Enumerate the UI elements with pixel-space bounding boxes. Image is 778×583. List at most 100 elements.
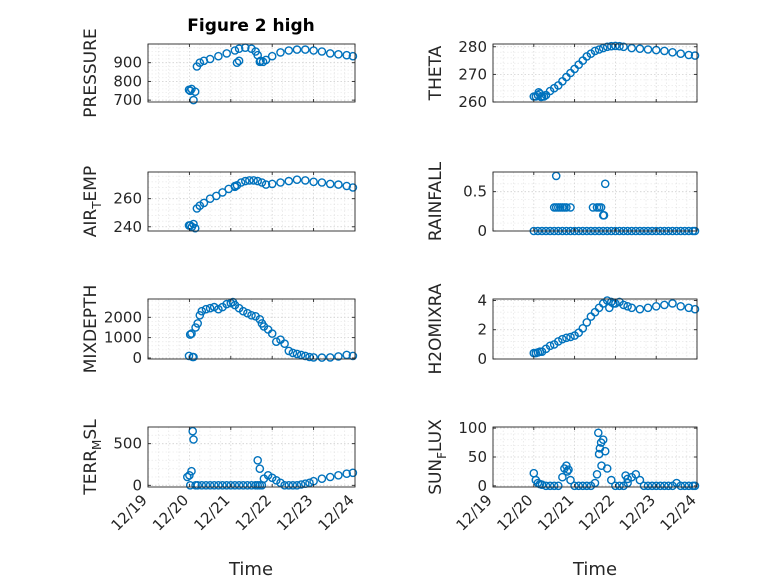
data-point [619,300,628,310]
data-point [566,475,575,485]
data-point [209,302,219,312]
data-point [554,481,563,491]
data-point [240,176,250,186]
data-point [545,481,555,491]
data-point [334,352,343,361]
data-point [201,304,211,314]
data-point [558,334,567,344]
data-point [195,310,205,320]
subplot-1-grid [147,43,356,102]
data-point [185,330,195,339]
data-point [656,481,665,491]
data-point [342,469,352,479]
data-point [292,175,302,184]
data-point [664,481,673,491]
data-point [623,301,632,311]
subplot-4: 0 0.5 RAINFALL [426,161,700,241]
data-point [566,203,575,212]
data-point [611,41,620,51]
data-point [234,480,244,490]
data-point [317,353,327,362]
data-point [600,179,610,189]
data-point [325,49,335,58]
data-point [348,183,358,192]
y-tick-label: 260 [113,190,142,208]
data-point [232,58,242,68]
subplot-7-frame [147,426,356,488]
data-point [189,219,198,229]
y-axis-label: TERRMSL [81,419,104,496]
data-point [255,314,265,324]
data-point [247,310,256,320]
subplot-6-points [529,296,700,358]
data-point [647,481,657,491]
data-point [190,87,200,96]
data-point [205,480,215,490]
data-point [191,323,200,332]
data-point [276,48,285,57]
x-axis-label-right: Time [572,559,617,580]
data-point [596,203,606,212]
y-tick-label: 2 [477,321,487,339]
data-point [243,480,252,490]
data-point [570,481,579,491]
data-point [680,481,690,491]
data-point [284,346,294,356]
y-tick-label: 500 [113,435,142,453]
data-point [563,467,572,476]
data-point [348,351,358,361]
data-point [214,51,223,61]
data-point [230,182,240,192]
subplot-5-frame [147,298,356,360]
data-point [284,176,294,186]
data-point [226,480,236,490]
data-point [590,46,600,56]
subplot-2-frame [492,43,698,103]
data-point [305,478,314,488]
data-point [205,54,215,64]
data-point [296,480,306,489]
data-point [564,465,573,475]
subplot-1-frame [147,43,356,103]
y-axis-label: THETA [426,45,446,101]
subplot-3-grid [147,172,356,231]
y-tick-label: 4 [477,291,487,309]
data-point [334,50,343,59]
data-point [643,45,653,54]
y-tick-label: 280 [458,38,487,56]
data-point [309,353,318,362]
data-point [635,475,645,485]
data-point [676,49,686,59]
data-point [676,301,686,311]
data-point [317,474,327,484]
data-point [537,480,547,490]
y-tick-label: 0 [132,476,142,494]
data-point [627,43,637,53]
data-point [296,350,306,360]
data-point [597,461,606,471]
data-point [232,180,242,190]
subplot-2: 260 270 280 THETA [426,38,700,111]
subplot-3-points [184,175,358,233]
data-point [267,329,277,338]
data-point [334,180,343,189]
data-point [325,472,335,482]
data-point [284,46,294,55]
data-point [276,178,285,187]
y-tick-label: 900 [113,54,142,72]
y-axis-label: AIRTEMP [81,166,104,237]
y-axis-label: MIXDEPTH [81,285,101,374]
data-point [639,481,649,491]
y-tick-label: 0.5 [463,183,487,201]
data-point [609,299,618,308]
data-point [660,46,669,56]
y-tick-label: 0 [477,222,487,240]
data-point [257,178,267,187]
data-point [558,472,567,482]
data-point [549,481,559,491]
data-point [651,301,661,311]
data-point [554,337,563,346]
